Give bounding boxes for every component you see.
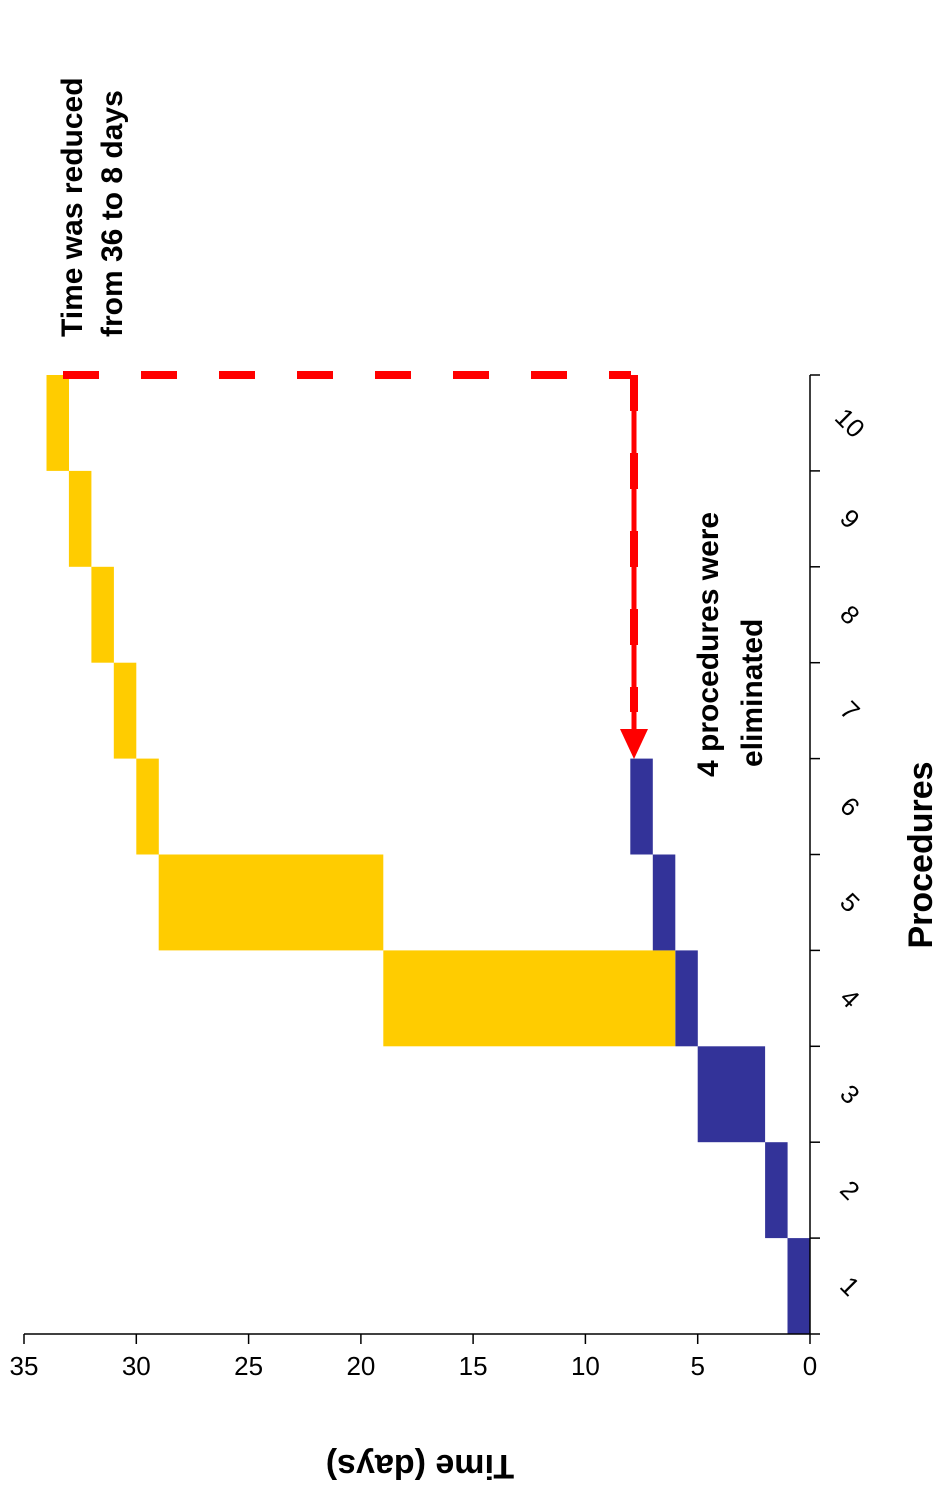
y-ticks-layer: 0 5 10 15 20 25 30 35 (10, 1334, 817, 1381)
y-tick-label: 35 (10, 1351, 39, 1381)
bar-segment-retained-procedure-5 (652, 854, 676, 951)
x-ticks-layer: 1 2 3 4 5 6 7 8 9 10 (810, 374, 871, 1335)
x-tick-label: 1 (834, 1270, 865, 1301)
annotation-eliminated-line1: 4 procedures were (692, 512, 725, 777)
x-axis-title: Procedures (902, 761, 940, 948)
x-tick-label: 7 (834, 695, 865, 726)
plot-group: 1 2 3 4 5 6 7 8 9 10 0 5 10 15 20 25 30 35 Procedures 4 … (10, 77, 940, 1381)
bar-segment-retained-procedure-1 (787, 1238, 810, 1334)
bar-segment-retained-procedure-2 (765, 1142, 788, 1239)
x-tick-label: 4 (834, 983, 865, 1014)
bar-segment-eliminated-procedure-9 (68, 470, 92, 567)
bar-segment-eliminated-procedure-4 (383, 950, 676, 1047)
y-tick-label: 25 (234, 1351, 263, 1381)
y-tick-label: 10 (571, 1351, 600, 1381)
x-tick-label: 2 (834, 1174, 865, 1205)
y-tick-label: 20 (346, 1351, 375, 1381)
annotation-time-line1: Time was reduced (56, 77, 89, 337)
bar-segment-eliminated-procedure-5 (158, 854, 384, 951)
x-tick-label: 6 (834, 791, 865, 822)
annotation-time-line2: from 36 to 8 days (96, 90, 129, 337)
y-tick-label: 0 (803, 1351, 817, 1381)
x-tick-label: 10 (829, 402, 871, 444)
arrow-head (620, 729, 648, 759)
bar-segment-retained-procedure-3 (697, 1046, 766, 1143)
bar-segment-eliminated-procedure-8 (91, 566, 114, 663)
y-tick-label: 5 (690, 1351, 704, 1381)
bars-layer (46, 375, 810, 1334)
bar-segment-eliminated-procedure-10 (46, 375, 69, 471)
y-tick-label: 30 (122, 1351, 151, 1381)
x-tick-label: 9 (834, 503, 865, 534)
y-axis-title: Time (days) (326, 1447, 514, 1485)
y-tick-label: 15 (459, 1351, 488, 1381)
annotation-eliminated-line2: eliminated (736, 619, 769, 767)
bar-segment-eliminated-procedure-7 (113, 662, 137, 759)
bar-segment-retained-procedure-4 (675, 950, 698, 1047)
bar-segment-eliminated-procedure-6 (136, 758, 159, 855)
reduction-indicator (63, 371, 648, 759)
x-tick-label: 8 (834, 599, 865, 630)
bar-segment-retained-procedure-6 (630, 758, 653, 855)
x-tick-label: 3 (834, 1078, 865, 1109)
x-tick-label: 5 (834, 887, 865, 918)
